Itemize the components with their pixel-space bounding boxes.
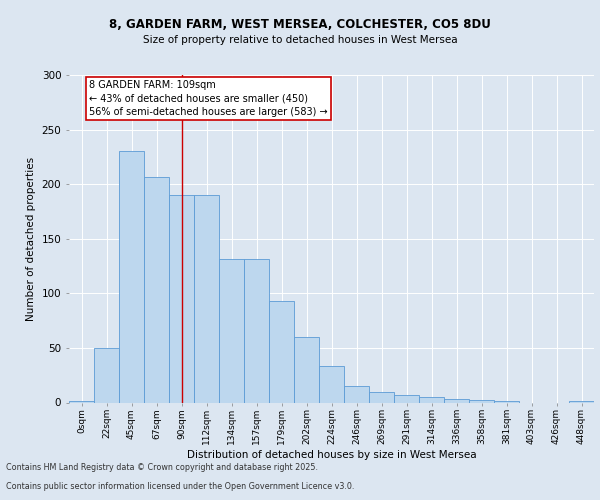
Text: Contains HM Land Registry data © Crown copyright and database right 2025.: Contains HM Land Registry data © Crown c… xyxy=(6,464,318,472)
Bar xyxy=(144,176,169,402)
Bar xyxy=(369,392,394,402)
Bar xyxy=(394,395,419,402)
Text: Size of property relative to detached houses in West Mersea: Size of property relative to detached ho… xyxy=(143,35,457,45)
Bar xyxy=(419,397,444,402)
Text: Contains public sector information licensed under the Open Government Licence v3: Contains public sector information licen… xyxy=(6,482,355,491)
Bar xyxy=(219,260,244,402)
Bar xyxy=(169,195,194,402)
Bar xyxy=(319,366,344,402)
Bar xyxy=(244,260,269,402)
Text: 8 GARDEN FARM: 109sqm
← 43% of detached houses are smaller (450)
56% of semi-det: 8 GARDEN FARM: 109sqm ← 43% of detached … xyxy=(89,80,328,117)
Bar xyxy=(294,337,319,402)
Bar xyxy=(119,152,144,402)
X-axis label: Distribution of detached houses by size in West Mersea: Distribution of detached houses by size … xyxy=(187,450,476,460)
Bar xyxy=(194,195,219,402)
Bar xyxy=(344,386,369,402)
Bar xyxy=(469,400,494,402)
Bar xyxy=(269,301,294,402)
Bar xyxy=(94,348,119,403)
Bar xyxy=(444,399,469,402)
Y-axis label: Number of detached properties: Number of detached properties xyxy=(26,156,36,321)
Text: 8, GARDEN FARM, WEST MERSEA, COLCHESTER, CO5 8DU: 8, GARDEN FARM, WEST MERSEA, COLCHESTER,… xyxy=(109,18,491,30)
